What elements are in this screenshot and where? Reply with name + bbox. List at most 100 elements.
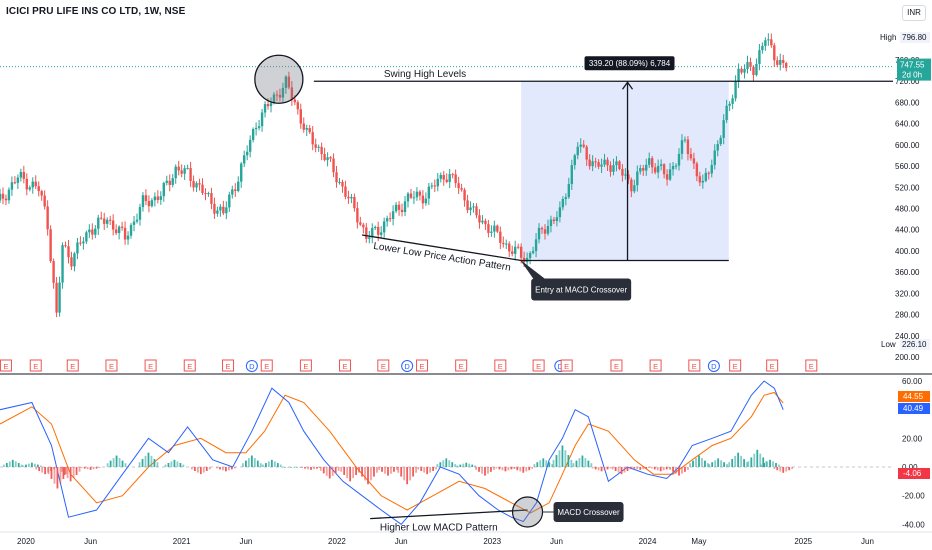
candle-body [591,161,594,167]
candle-body [61,245,64,283]
earnings-marker[interactable] [29,359,42,372]
candle-body [508,243,511,252]
macd-histogram-bar [522,467,525,473]
candle-body [111,220,115,230]
candle-body [734,81,737,99]
candle-body [651,158,654,168]
candle-body [740,68,743,73]
dividend-marker[interactable] [707,360,720,372]
macd-histogram-bar [620,467,623,475]
earnings-marker[interactable] [455,359,468,372]
earnings-marker[interactable] [610,359,623,372]
macd-histogram-bar [325,467,328,476]
macd-histogram-bar [349,467,352,482]
candle-body [487,224,490,233]
macd-histogram-bar [629,467,632,470]
candle-body [403,201,407,212]
earnings-marker[interactable] [183,359,196,372]
macd-histogram-bar [734,455,737,467]
earnings-marker[interactable] [560,359,573,372]
candle-body [28,187,31,190]
macd-histogram-bar [507,467,510,471]
macd-histogram-bar [412,467,415,477]
macd-histogram-bar [636,467,639,470]
macd-histogram-bar [692,460,694,467]
candle-body [388,218,392,220]
time-axis-tick: 2020 [17,537,35,546]
earnings-marker[interactable] [66,359,79,372]
macd-histogram-bar [536,462,539,467]
earnings-marker-label: E [70,362,75,371]
candle-body [347,196,350,199]
macd-histogram-bar [704,460,706,467]
macd-histogram-bar [33,463,36,467]
candle-body [329,157,332,159]
earnings-marker[interactable] [805,359,818,372]
earnings-marker[interactable] [299,359,312,372]
macd-histogram-bar [387,467,389,476]
earnings-marker-label: E [343,362,348,371]
macd-histogram-bar [606,467,609,470]
earnings-marker[interactable] [339,359,352,372]
macd-histogram-bar [617,467,620,473]
earnings-marker[interactable] [649,359,662,372]
bar-countdown: 2d 0h [902,71,922,80]
candle-body [123,227,127,240]
macd-histogram-bar [478,467,480,472]
candle-body [600,164,603,167]
earnings-marker[interactable] [766,359,779,372]
macd-histogram-bar [69,467,72,482]
macd-histogram-bar [484,467,486,476]
macd-histogram-bar [259,463,262,467]
candle-body [481,220,484,223]
candle-body [76,242,79,254]
earnings-marker[interactable] [532,359,545,372]
earnings-marker[interactable] [729,359,742,372]
earnings-marker[interactable] [377,359,390,372]
candle-body [394,204,398,212]
macd-histogram-bar [253,458,256,467]
macd-histogram-bar [56,467,59,489]
low-value: 226.10 [902,340,927,349]
candle-body [103,218,106,224]
earnings-marker[interactable] [144,359,157,372]
candle-body [371,228,374,238]
candle-body [764,40,767,46]
earnings-marker[interactable] [416,359,429,372]
dividend-marker[interactable] [401,360,414,372]
measure-label: 339.20 (88.09%) 6,784 [589,59,671,68]
candle-body [314,144,317,148]
candle-body [683,139,687,141]
macd-histogram-bar [454,464,457,467]
candle-body [97,217,100,229]
macd-histogram-bar [340,467,343,472]
macd-histogram-bar [83,467,86,469]
currency-selector[interactable]: INR [902,5,926,21]
earnings-marker-label: E [653,362,658,371]
earnings-marker[interactable] [688,359,701,372]
earnings-marker[interactable] [260,359,273,372]
earnings-marker[interactable] [222,359,235,372]
candle-body [299,109,302,124]
candle-body [555,217,559,222]
candle-body [743,69,746,73]
candle-body [106,219,109,224]
macd-histogram-bar [115,455,118,467]
macd-histogram-bar [202,467,205,473]
macd-histogram-bar [361,467,363,477]
macd-histogram-bar [173,459,176,467]
candle-body [680,140,684,154]
dividend-marker[interactable] [245,360,258,372]
candle-body [311,132,314,145]
earnings-marker[interactable] [494,359,507,372]
macd-histogram-bar [426,467,429,475]
earnings-marker[interactable] [105,359,118,372]
candle-body [418,191,422,196]
candle-body [362,224,365,228]
macd-histogram-bar [581,455,584,467]
macd-histogram-bar [545,460,548,467]
candle-body [326,157,329,161]
macd-histogram-bar [417,467,420,470]
earnings-marker[interactable] [0,359,12,372]
